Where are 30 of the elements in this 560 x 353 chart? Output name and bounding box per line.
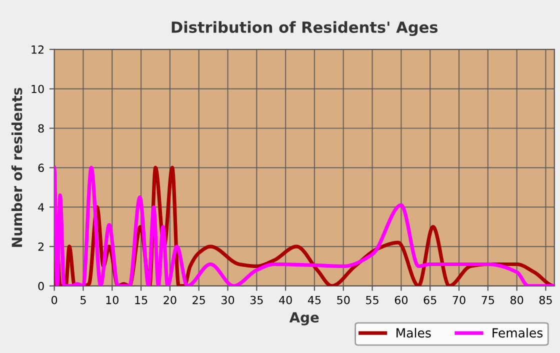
x-tick-label: 20 bbox=[164, 296, 176, 304]
x-tick-label: 55 bbox=[366, 296, 378, 304]
y-tick-label: 10 bbox=[32, 84, 44, 94]
y-tick-label: 0 bbox=[38, 282, 44, 290]
x-tick-label: 45 bbox=[308, 296, 321, 304]
x-tick-label: 65 bbox=[424, 296, 436, 304]
x-tick-label: 35 bbox=[250, 296, 263, 304]
chart-title: Distribution of Residents' Ages bbox=[172, 21, 438, 36]
x-tick-label: 50 bbox=[337, 296, 350, 304]
x-axis-title: Age bbox=[289, 312, 319, 326]
y-axis-title: Number of residents bbox=[11, 88, 22, 247]
x-tick-label: 40 bbox=[279, 296, 292, 304]
y-tick-label: 2 bbox=[38, 242, 44, 251]
legend-label: Females bbox=[492, 328, 543, 338]
x-tick-label: 5 bbox=[80, 296, 86, 304]
x-tick-label: 10 bbox=[106, 296, 118, 304]
x-tick-label: 80 bbox=[510, 296, 524, 304]
x-tick-label: 30 bbox=[222, 296, 234, 304]
legend-label: Males bbox=[396, 328, 431, 338]
x-tick-label: 25 bbox=[192, 296, 205, 304]
x-tick-label: 60 bbox=[394, 296, 408, 304]
y-tick-label: 8 bbox=[38, 124, 44, 133]
y-tick-label: 6 bbox=[38, 164, 44, 172]
y-tick-label: 12 bbox=[32, 45, 44, 54]
x-tick-label: 15 bbox=[135, 296, 148, 304]
x-tick-label: 0 bbox=[52, 296, 58, 304]
x-tick-label: 75 bbox=[482, 296, 494, 304]
x-tick-label: 85 bbox=[539, 296, 552, 304]
x-tick-label: 70 bbox=[452, 296, 466, 304]
y-tick-label: 4 bbox=[38, 203, 44, 212]
